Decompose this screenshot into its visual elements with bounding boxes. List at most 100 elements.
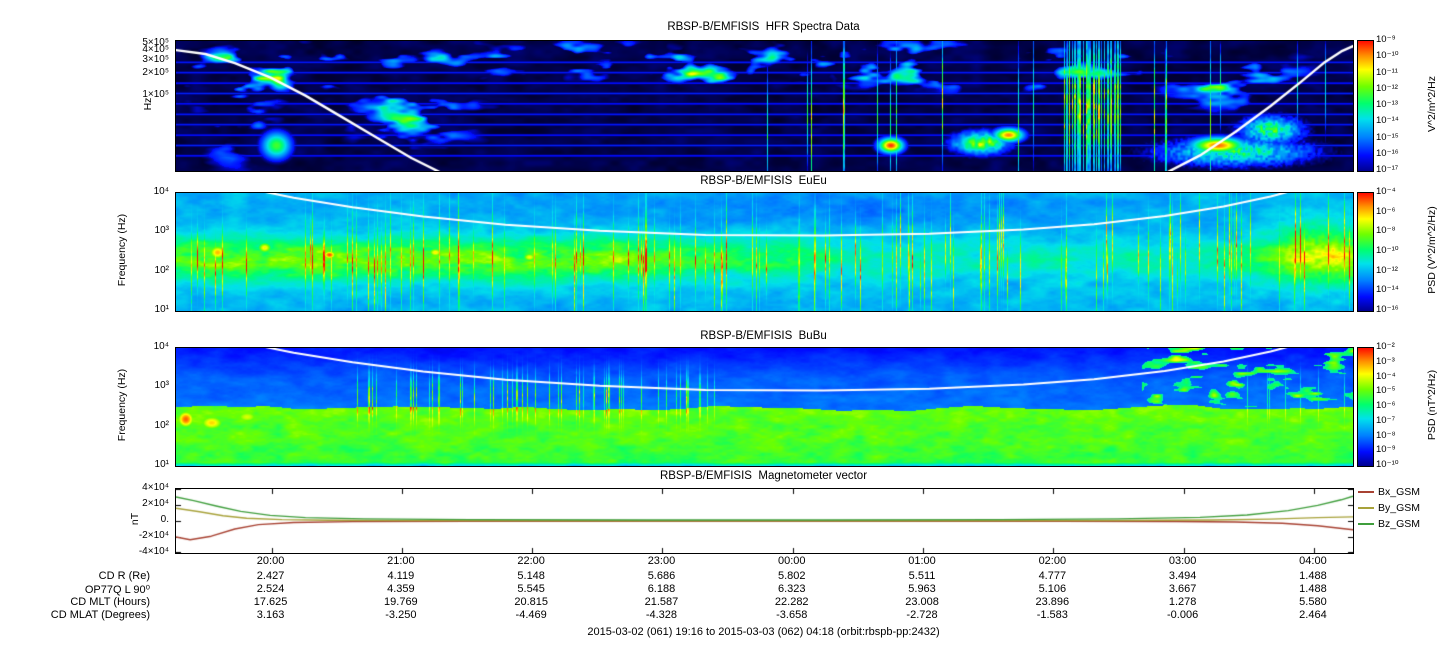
colorbar-tick-label: 10⁻¹⁴: [1376, 284, 1399, 296]
legend-label-by: By_GSM: [1378, 502, 1421, 514]
hfr-colorbar-label: V^2/m^2/Hz: [1426, 76, 1438, 132]
colorbar-tick-label: 10⁻¹²: [1376, 264, 1398, 276]
colorbar-tick-label: 10⁻⁶: [1376, 400, 1396, 411]
bubu-colorbar-label: PSD (nT^2/Hz): [1426, 369, 1438, 441]
bx-line-swatch: [1358, 491, 1374, 493]
colorbar-tick-label: 10⁻⁸: [1376, 429, 1396, 441]
ephemeris-value: 5.686: [647, 570, 676, 582]
colorbar-tick-label: 10⁻¹⁴: [1376, 115, 1399, 127]
ephemeris-value: 5.148: [517, 570, 545, 582]
y-tick-label: 10²: [154, 419, 169, 431]
y-tick-label: 2×10⁵: [142, 66, 169, 78]
magnetometer-plot: [175, 488, 1354, 554]
y-tick-label: 10¹: [154, 459, 169, 470]
ephemeris-value: 1.278: [1168, 596, 1197, 608]
ephemeris-value: 23.008: [905, 596, 939, 608]
colorbar-tick-label: 10⁻⁹: [1376, 34, 1396, 45]
ephemeris-value: -0.006: [1167, 609, 1199, 621]
time-tick-label: 04:00: [1299, 555, 1327, 567]
y-tick-label: 4×10⁴: [142, 482, 169, 493]
bubu-spectrogram-canvas: [176, 348, 1353, 466]
panel-mag-title: RBSP-B/EMFISIS Magnetometer vector: [659, 470, 868, 482]
time-tick-label: 03:00: [1168, 555, 1197, 567]
time-tick-label: 23:00: [647, 555, 676, 567]
hfr-spectrogram: [175, 40, 1354, 172]
ephemeris-value: 23.896: [1035, 596, 1070, 608]
y-tick-label: 4×10⁵: [142, 44, 169, 56]
ephemeris-value: 4.359: [387, 583, 415, 595]
ephemeris-value: 3.163: [256, 609, 285, 621]
colorbar-tick-label: 10⁻¹⁷: [1376, 164, 1399, 175]
ephemeris-row-label: CD MLT (Hours): [70, 596, 150, 608]
colorbar-tick-label: 10⁻⁶: [1376, 205, 1396, 217]
time-tick-label: 00:00: [777, 555, 806, 567]
colorbar-tick-label: 10⁻¹²: [1376, 82, 1398, 94]
euu-colorbar: [1357, 192, 1374, 312]
ephemeris-value: 5.545: [517, 583, 545, 595]
colorbar-tick-label: 10⁻¹³: [1376, 99, 1398, 110]
y-tick-label: 5×10⁵: [142, 37, 169, 49]
magnetometer-canvas: [176, 489, 1353, 553]
ephemeris-value: 19.769: [384, 596, 418, 608]
ephemeris-value: 6.188: [647, 583, 676, 595]
ephemeris-value: 5.963: [908, 583, 936, 595]
colorbar-tick-label: 10⁻⁹: [1376, 444, 1396, 456]
euu-spectrogram: [175, 192, 1354, 312]
time-tick-label: 22:00: [517, 555, 545, 567]
ephemeris-value: -2.728: [906, 609, 938, 621]
by-line-swatch: [1358, 507, 1374, 509]
ephemeris-value: 1.488: [1299, 570, 1327, 582]
colorbar-tick-label: 10⁻¹⁰: [1376, 459, 1399, 470]
ephemeris-value: 1.488: [1299, 583, 1327, 595]
ephemeris-value: 20.815: [514, 596, 548, 608]
y-tick-label: 0.: [160, 514, 169, 525]
time-tick-label: 01:00: [908, 555, 936, 567]
panel-bubu-title: RBSP-B/EMFISIS BuBu: [700, 330, 827, 342]
y-tick-label: 10³: [154, 380, 169, 392]
colorbar-tick-label: 10⁻⁴: [1376, 370, 1396, 382]
panel-euu-title: RBSP-B/EMFISIS EuEu: [700, 175, 827, 187]
bz-line-swatch: [1358, 523, 1374, 525]
colorbar-tick-label: 10⁻²: [1376, 341, 1395, 352]
euu-colorbar-label: PSD (V^2/m^2/Hz): [1426, 206, 1438, 294]
ephemeris-value: 5.580: [1299, 596, 1327, 608]
colorbar-tick-label: 10⁻⁸: [1376, 225, 1396, 237]
ephemeris-value: 21.587: [644, 596, 679, 608]
ephemeris-value: -3.250: [385, 609, 417, 621]
ephemeris-value: -4.328: [645, 609, 678, 621]
ephemeris-value: 22.282: [774, 596, 809, 608]
time-tick-label: 20:00: [256, 555, 285, 567]
bubu-spectrogram: [175, 347, 1354, 467]
ephemeris-value: 2.524: [256, 583, 285, 595]
ephemeris-value: 5.511: [908, 570, 936, 582]
y-tick-label: 10⁴: [153, 186, 169, 197]
colorbar-tick-label: 10⁻¹⁵: [1376, 131, 1399, 143]
y-tick-label: -4×10⁴: [138, 546, 169, 557]
colorbar-tick-label: 10⁻¹⁰: [1376, 50, 1399, 62]
ephemeris-value: 5.802: [777, 570, 806, 582]
ephemeris-value: -4.469: [515, 609, 547, 621]
ephemeris-value: 3.494: [1168, 570, 1197, 582]
colorbar-tick-label: 10⁻³: [1376, 355, 1395, 367]
ephemeris-row-label: OP77Q L 90⁰: [84, 584, 150, 596]
y-tick-label: 10²: [154, 264, 169, 276]
y-tick-label: -2×10⁴: [138, 530, 169, 541]
bubu-colorbar: [1357, 347, 1374, 467]
legend-item-bx: Bx_GSM: [1358, 486, 1420, 498]
ephemeris-value: -3.658: [776, 609, 808, 621]
y-tick-label: 10⁴: [153, 341, 169, 352]
hfr-colorbar: [1357, 40, 1374, 172]
colorbar-tick-label: 10⁻⁷: [1376, 414, 1396, 426]
ephemeris-value: 2.464: [1299, 609, 1327, 621]
ephemeris-value: 17.625: [253, 596, 288, 608]
y-tick-label: 1×10⁵: [142, 89, 169, 101]
colorbar-tick-label: 10⁻¹¹: [1376, 66, 1398, 78]
time-tick-label: 02:00: [1038, 555, 1067, 567]
ephemeris-value: 4.119: [387, 570, 415, 582]
ephemeris-value: 5.106: [1038, 583, 1067, 595]
legend-label-bx: Bx_GSM: [1378, 486, 1421, 498]
time-range-caption: 2015-03-02 (061) 19:16 to 2015-03-03 (06…: [587, 626, 940, 638]
y-tick-label: 10¹: [154, 304, 169, 315]
colorbar-tick-label: 10⁻⁵: [1376, 385, 1396, 397]
